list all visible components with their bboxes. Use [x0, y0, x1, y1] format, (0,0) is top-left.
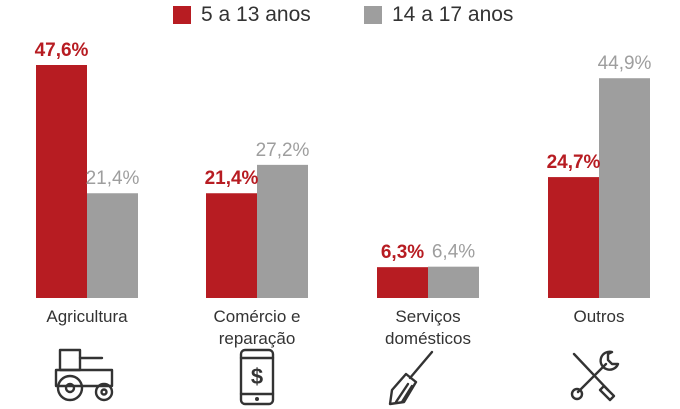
bar-14-17-3 — [599, 78, 650, 298]
legend: 5 a 13 anos 14 a 17 anos — [0, 3, 680, 31]
value-label-14-17-2: 6,4% — [432, 242, 475, 263]
svg-text:$: $ — [251, 364, 263, 389]
value-labels-layer: 47,6% 21,4% 21,4% 27,2% 6,3% 6,4% 24,7% 44,9% — [35, 40, 652, 263]
bar-5-13-2 — [377, 267, 428, 298]
bars-layer — [36, 65, 650, 298]
legend-swatch-5-13 — [173, 6, 191, 24]
tools-icon — [570, 350, 620, 402]
bar-5-13-3 — [548, 177, 599, 298]
value-label-5-13-0: 47,6% — [35, 40, 89, 61]
value-label-5-13-3: 24,7% — [547, 152, 601, 173]
category-label-2-1: domésticos — [385, 329, 471, 348]
value-label-14-17-3: 44,9% — [598, 53, 652, 74]
bar-14-17-0 — [87, 193, 138, 298]
value-label-5-13-2: 6,3% — [381, 242, 424, 263]
category-label-0-0: Agricultura — [46, 307, 128, 326]
phone-dollar-icon: $ — [239, 348, 275, 406]
legend-item-14-17: 14 a 17 anos — [364, 3, 513, 27]
category-icons-layer: $ — [54, 348, 620, 406]
tractor-icon — [54, 348, 114, 402]
value-label-14-17-1: 27,2% — [256, 140, 310, 161]
category-label-2-0: Serviços — [395, 307, 460, 326]
category-label-3-0: Outros — [573, 307, 624, 326]
bar-5-13-0 — [36, 65, 87, 298]
legend-label-14-17: 14 a 17 anos — [392, 3, 514, 26]
legend-swatch-14-17 — [364, 6, 382, 24]
bar-14-17-2 — [428, 266, 479, 298]
value-label-14-17-0: 21,4% — [86, 168, 140, 189]
broom-icon — [388, 350, 434, 406]
bar-5-13-1 — [206, 193, 257, 298]
bar-14-17-1 — [257, 164, 308, 298]
category-labels-layer: Agricultura Comércio e reparação Serviços do… — [46, 307, 624, 348]
category-label-1-0: Comércio e — [214, 307, 301, 326]
category-label-1-1: reparação — [219, 329, 296, 348]
legend-item-5-13: 5 a 13 anos — [173, 3, 311, 27]
legend-label-5-13: 5 a 13 anos — [201, 3, 311, 26]
value-label-5-13-1: 21,4% — [205, 168, 259, 189]
